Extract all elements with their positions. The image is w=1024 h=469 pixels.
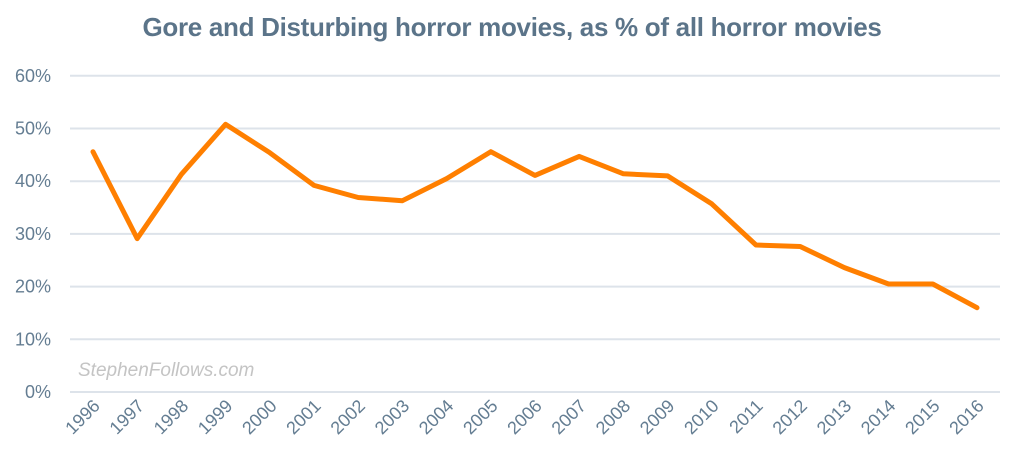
y-tick-label: 10%: [15, 329, 51, 349]
x-tick-label: 2007: [548, 396, 590, 438]
x-tick-label: 2011: [725, 396, 767, 438]
x-tick-label: 2016: [945, 396, 987, 438]
y-tick-label: 0%: [25, 382, 51, 402]
y-axis-labels: 0% 10% 20% 30% 40% 50% 60%: [15, 66, 51, 402]
x-tick-label: 2008: [592, 396, 634, 438]
y-tick-label: 40%: [15, 171, 51, 191]
x-tick-label: 2003: [371, 396, 413, 438]
x-tick-label: 2015: [901, 396, 943, 438]
x-axis-labels: 1996 1997 1998 1999 2000 2001 2002 2003 2004 2005…: [61, 396, 987, 438]
y-tick-label: 50%: [15, 119, 51, 139]
x-tick-label: 2002: [327, 396, 369, 438]
x-tick-label: 2010: [680, 396, 722, 438]
x-tick-label: 2005: [459, 396, 501, 438]
series-line: [90, 121, 980, 311]
y-tick-label: 20%: [15, 277, 51, 297]
x-tick-label: 2006: [503, 396, 545, 438]
x-tick-label: 2009: [636, 396, 678, 438]
y-tick-label: 60%: [15, 66, 51, 86]
x-tick-label: 1999: [194, 396, 236, 438]
x-tick-label: 2004: [415, 396, 457, 438]
x-tick-label: 2001: [282, 396, 324, 438]
x-tick-label: 1996: [61, 396, 103, 438]
x-tick-label: 1998: [150, 396, 192, 438]
watermark: StephenFollows.com: [78, 360, 254, 381]
x-tick-label: 2014: [857, 396, 899, 438]
x-tick-label: 2013: [813, 396, 855, 438]
gridlines: [70, 74, 1000, 393]
chart-title: Gore and Disturbing horror movies, as % …: [142, 12, 882, 42]
x-tick-label: 2000: [238, 396, 280, 438]
x-tick-label: 2012: [769, 396, 811, 438]
x-tick-label: 1997: [106, 396, 148, 438]
y-tick-label: 30%: [15, 224, 51, 244]
